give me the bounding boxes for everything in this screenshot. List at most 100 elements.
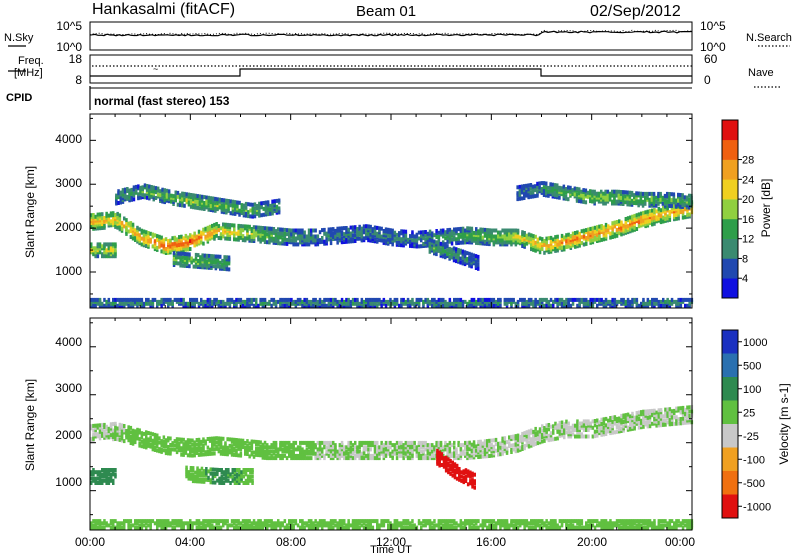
echo-cell: [534, 433, 537, 438]
echo-cell: [380, 447, 383, 452]
echo-cell: [165, 188, 169, 193]
echo-cell: [534, 184, 537, 189]
echo-cell: [609, 431, 612, 436]
echo-cell: [118, 433, 122, 438]
echo-cell: [235, 237, 238, 242]
echo-cell: [532, 429, 535, 434]
echo-cell: [567, 297, 570, 302]
echo-cell: [448, 297, 452, 302]
power-colorbar-label: 20: [742, 194, 754, 206]
echo-cell: [312, 297, 315, 302]
echo-cell: [349, 447, 353, 452]
echo-cell: [98, 297, 102, 302]
echo-cell: [501, 449, 504, 454]
echo-cell: [628, 190, 632, 195]
echo-cell: [615, 419, 619, 424]
echo-cell: [521, 436, 524, 441]
echo-cell: [115, 193, 118, 198]
echo-cell: [530, 297, 533, 302]
echo-cell: [629, 425, 632, 430]
echo-cell: [131, 433, 135, 437]
echo-cell: [365, 453, 368, 458]
echo-cell: [389, 297, 392, 302]
echo-cell: [688, 297, 691, 302]
echo-cell: [369, 232, 372, 237]
echo-cell: [545, 427, 548, 432]
echo-cell: [404, 453, 408, 458]
echo-cell: [538, 181, 541, 186]
echo-cell: [464, 443, 467, 448]
echo-cell: [228, 236, 232, 241]
echo-cell: [448, 231, 452, 236]
echo-cell: [123, 426, 126, 431]
echo-cell: [200, 297, 203, 302]
echo-cell: [587, 428, 590, 432]
echo-cell: [305, 447, 309, 452]
echo-cell: [367, 453, 370, 458]
echo-cell: [514, 228, 518, 233]
echo-cell: [545, 191, 548, 196]
echo-cell: [611, 235, 614, 239]
echo-cell: [360, 230, 364, 235]
echo-cell: [655, 215, 658, 220]
echo-cell: [121, 188, 125, 193]
echo-cell: [543, 297, 546, 302]
echo-cell: [197, 452, 201, 457]
echo-cell: [145, 436, 148, 441]
echo-cell: [492, 449, 496, 454]
echo-cell: [631, 422, 634, 427]
echo-cell: [323, 453, 326, 458]
freq-trace: [90, 68, 692, 77]
echo-cell: [470, 226, 474, 231]
echo-cell: [571, 425, 575, 430]
echo-cell: [455, 303, 458, 308]
echo-cell: [380, 449, 383, 454]
echo-cell: [241, 438, 245, 443]
echo-cell: [316, 453, 320, 458]
echo-cell: [222, 299, 225, 304]
echo-cell: [560, 429, 564, 434]
echo-cell: [516, 437, 520, 442]
echo-cell: [145, 432, 148, 437]
echo-cell: [631, 228, 634, 233]
echo-cell: [241, 228, 245, 233]
echo-cell: [299, 228, 302, 233]
echo-cell: [530, 443, 533, 448]
echo-cell: [479, 446, 482, 451]
echo-cell: [582, 234, 586, 239]
echo-cell: [576, 230, 579, 235]
echo-cell: [521, 434, 524, 439]
echo-cell: [598, 422, 601, 427]
echo-cell: [472, 444, 476, 449]
echo-cell: [604, 195, 607, 200]
echo-cell: [152, 185, 155, 190]
echo-cell: [400, 229, 403, 234]
echo-cell: [580, 297, 584, 302]
echo-cell: [479, 441, 482, 446]
echo-cell: [279, 297, 282, 302]
echo-cell: [327, 440, 331, 445]
echo-cell: [249, 202, 252, 207]
echo-cell: [459, 240, 463, 245]
echo-cell: [101, 212, 104, 217]
echo-cell: [488, 445, 491, 450]
echo-cell: [464, 232, 467, 237]
echo-cell: [219, 260, 222, 265]
echo-cell: [98, 250, 102, 255]
echo-cell: [226, 297, 229, 302]
echo-cell: [587, 231, 590, 236]
echo-cell: [327, 449, 331, 454]
echo-cell: [505, 440, 509, 445]
echo-cell: [127, 303, 130, 308]
echo-cell: [343, 451, 346, 456]
echo-cell: [349, 225, 353, 230]
echo-cell: [145, 230, 148, 235]
echo-cell: [435, 443, 438, 448]
echo-cell: [290, 449, 293, 454]
echo-cell: [129, 425, 133, 430]
echo-cell: [585, 434, 588, 439]
echo-cell: [552, 424, 555, 429]
echo-cell: [318, 297, 322, 302]
echo-cell: [314, 301, 317, 306]
echo-cell: [367, 456, 370, 461]
